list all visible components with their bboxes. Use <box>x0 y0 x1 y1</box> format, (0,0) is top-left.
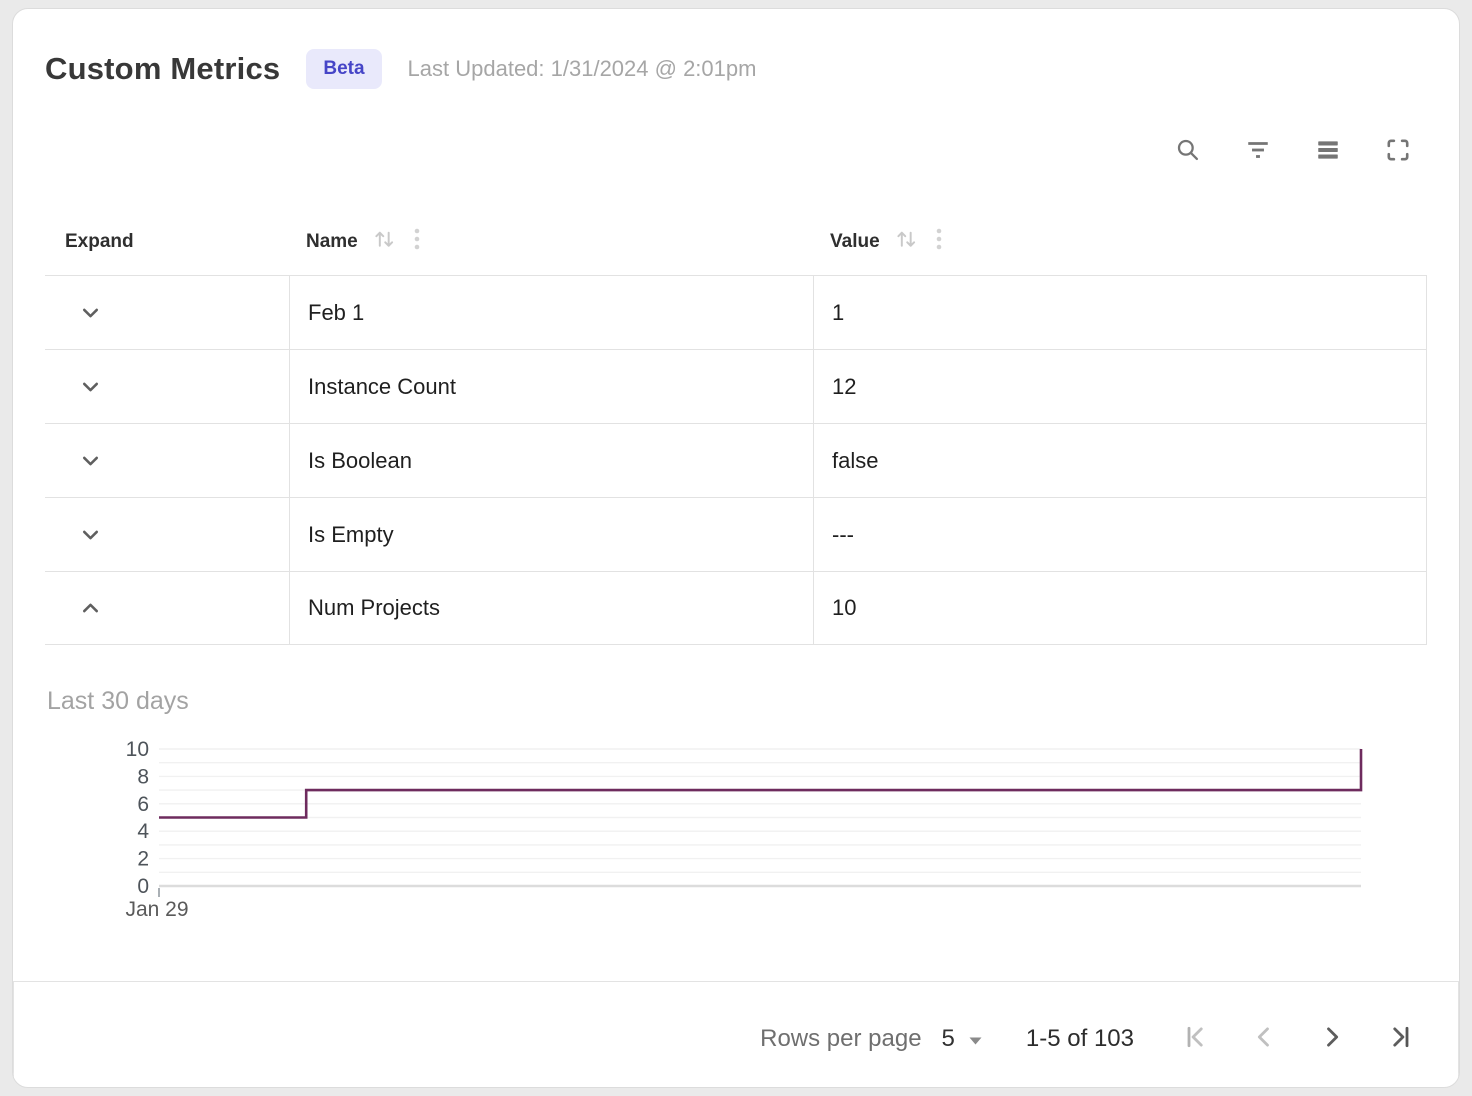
pager <box>1182 1025 1414 1053</box>
name-cell: Instance Count <box>289 350 813 423</box>
column-header-expand: Expand <box>45 231 289 253</box>
svg-text:6: 6 <box>137 793 149 816</box>
chevron-right-icon <box>1318 1023 1346 1054</box>
chevron-up-icon <box>77 595 104 622</box>
table-toolbar <box>45 137 1427 163</box>
first-page-button[interactable] <box>1182 1025 1210 1053</box>
table-header-row: Expand Name Value <box>45 209 1427 275</box>
table-footer: Rows per page 5 1-5 of 103 <box>13 981 1459 1087</box>
first-page-icon <box>1182 1023 1210 1054</box>
expand-cell <box>45 424 289 497</box>
header: Custom Metrics Beta Last Updated: 1/31/2… <box>45 45 1427 93</box>
fullscreen-icon <box>1385 137 1411 163</box>
rows-per-page-label: Rows per page <box>760 1024 922 1052</box>
last-page-icon <box>1386 1023 1414 1054</box>
expand-row-button[interactable] <box>75 298 105 328</box>
search-icon <box>1175 137 1201 163</box>
column-label-value: Value <box>830 231 880 252</box>
last-updated-text: Last Updated: 1/31/2024 @ 2:01pm <box>407 56 757 81</box>
expand-row-button[interactable] <box>75 520 105 550</box>
chevron-down-icon <box>77 521 104 548</box>
svg-text:2: 2 <box>137 848 149 871</box>
previous-page-button[interactable] <box>1250 1025 1278 1053</box>
last-page-button[interactable] <box>1386 1025 1414 1053</box>
row-detail-panel: Last 30 days 10 8 6 4 2 0 Jan 29 <box>45 645 1427 927</box>
sort-icon[interactable] <box>372 227 397 258</box>
filter-icon <box>1245 137 1271 163</box>
page-title: Custom Metrics <box>45 51 281 86</box>
sort-icon[interactable] <box>894 227 919 258</box>
column-menu-icon[interactable] <box>413 226 421 258</box>
column-header-name[interactable]: Name <box>289 226 813 258</box>
chevron-down-icon <box>77 299 104 326</box>
chevron-left-icon <box>1250 1023 1278 1054</box>
collapse-row-button[interactable] <box>75 593 105 623</box>
expand-cell <box>45 276 289 349</box>
table-row: Is Boolean false <box>45 423 1427 497</box>
table-row: Instance Count 12 <box>45 349 1427 423</box>
custom-metrics-card: Custom Metrics Beta Last Updated: 1/31/2… <box>12 8 1460 1088</box>
svg-text:10: 10 <box>126 740 149 761</box>
name-cell: Is Empty <box>289 498 813 571</box>
table-row: Is Empty --- <box>45 497 1427 571</box>
svg-text:8: 8 <box>137 765 149 788</box>
column-label-name: Name <box>306 231 358 252</box>
chevron-down-icon <box>77 373 104 400</box>
value-cell: 1 <box>813 276 1426 349</box>
fullscreen-button[interactable] <box>1385 137 1411 163</box>
density-button[interactable] <box>1315 137 1341 163</box>
svg-text:Jan 29: Jan 29 <box>125 898 188 921</box>
column-menu-icon[interactable] <box>935 226 943 258</box>
rows-per-page-value: 5 <box>941 1024 955 1052</box>
name-cell: Num Projects <box>289 572 813 644</box>
chevron-down-icon <box>77 447 104 474</box>
table-body: Feb 1 1 Instance Count 12 Is Boolean false Is … <box>45 275 1427 645</box>
chevron-down-icon <box>969 1032 982 1050</box>
expand-cell <box>45 350 289 423</box>
table-row: Num Projects 10 <box>45 571 1427 645</box>
column-label-expand: Expand <box>65 231 134 252</box>
next-page-button[interactable] <box>1318 1025 1346 1053</box>
beta-badge: Beta <box>306 49 382 89</box>
expand-row-button[interactable] <box>75 372 105 402</box>
expand-cell <box>45 498 289 571</box>
column-header-value[interactable]: Value <box>813 226 1427 258</box>
name-cell: Feb 1 <box>289 276 813 349</box>
pagination-range-label: 1-5 of 103 <box>1025 1024 1134 1052</box>
filter-button[interactable] <box>1245 137 1271 163</box>
rows-per-page-select[interactable]: 5 <box>942 1025 982 1053</box>
expand-row-button[interactable] <box>75 446 105 476</box>
value-cell: --- <box>813 498 1426 571</box>
value-cell: 10 <box>813 572 1426 644</box>
name-cell: Is Boolean <box>289 424 813 497</box>
svg-text:4: 4 <box>137 820 149 843</box>
metric-history-chart: 10 8 6 4 2 0 Jan 29 <box>45 738 1427 927</box>
chart-title: Last 30 days <box>47 687 189 715</box>
value-cell: 12 <box>813 350 1426 423</box>
density-icon <box>1315 137 1341 163</box>
value-cell: false <box>813 424 1426 497</box>
expand-cell <box>45 572 289 644</box>
search-button[interactable] <box>1175 137 1201 163</box>
svg-text:0: 0 <box>137 875 149 898</box>
